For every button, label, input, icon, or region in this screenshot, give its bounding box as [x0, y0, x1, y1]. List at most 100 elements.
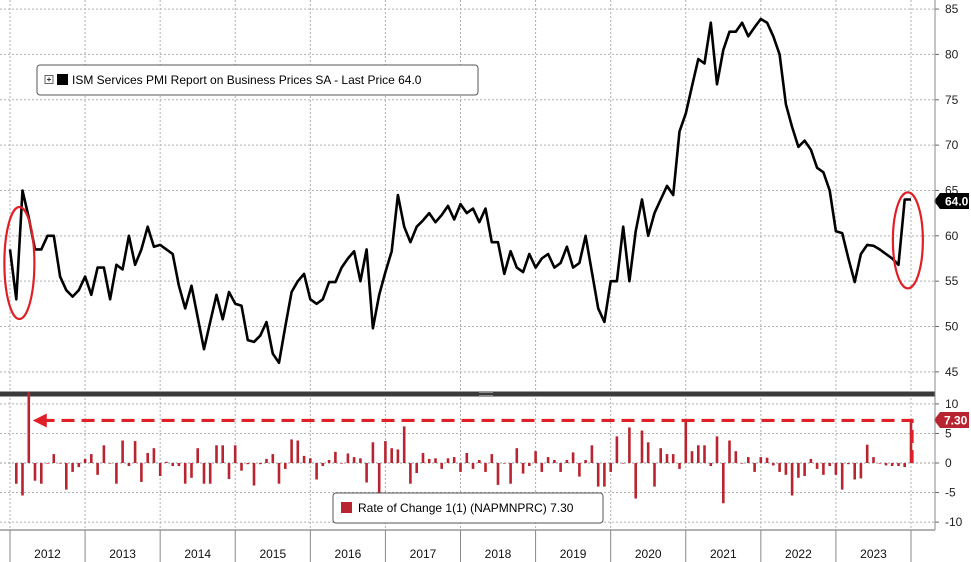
- roc-bar: [540, 463, 544, 472]
- bottom-legend-box: [332, 492, 604, 524]
- roc-bar: [822, 463, 825, 475]
- roc-bar: [728, 440, 731, 463]
- bottom-y-tick-label: 0: [945, 456, 952, 470]
- bottom-y-tick-label: 10: [945, 397, 959, 411]
- annotation-ellipse-latest: [891, 191, 924, 290]
- roc-bar: [628, 427, 631, 463]
- roc-bar: [859, 463, 863, 479]
- roc-bar: [634, 463, 637, 499]
- annotation-ellipse-2012: [3, 205, 36, 321]
- roc-bar: [452, 457, 456, 463]
- roc-bar: [853, 463, 856, 480]
- roc-bar: [183, 463, 187, 484]
- roc-bar: [446, 458, 450, 463]
- roc-bar: [158, 463, 162, 476]
- roc-bar: [671, 454, 675, 463]
- roc-bar: [302, 455, 306, 463]
- roc-bar: [221, 445, 224, 463]
- roc-bar: [215, 445, 218, 463]
- top-panel-annotations: [3, 191, 924, 321]
- top-last-value-badge: 64.0: [934, 193, 969, 209]
- roc-bar: [828, 463, 831, 466]
- roc-bar: [196, 448, 199, 463]
- roc-bar: [784, 463, 788, 475]
- roc-bar: [621, 463, 625, 464]
- bottom-legend-swatch: [341, 502, 352, 513]
- bottom-legend: Rate of Change 1(1) (NAPMNPRC) 7.30: [332, 492, 604, 524]
- roc-bar: [665, 454, 669, 463]
- roc-bar: [440, 463, 443, 469]
- roc-bar: [509, 463, 512, 484]
- roc-bar: [490, 454, 494, 463]
- roc-bar: [546, 457, 550, 463]
- roc-bar: [815, 463, 819, 469]
- roc-bar: [377, 463, 381, 515]
- roc-bar: [352, 457, 356, 463]
- top-y-tick-label: 55: [945, 274, 959, 288]
- roc-bar: [415, 463, 418, 473]
- roc-bar: [402, 426, 406, 463]
- roc-bar: [296, 440, 300, 463]
- roc-bar: [271, 454, 275, 463]
- roc-bar: [740, 463, 744, 464]
- roc-bar: [865, 444, 869, 463]
- roc-bar: [115, 463, 118, 484]
- roc-bar: [340, 463, 343, 464]
- roc-bar: [321, 463, 325, 466]
- roc-bar: [715, 436, 719, 463]
- separator-handle-icon[interactable]: [479, 392, 493, 396]
- top-y-tick-label: 75: [945, 93, 959, 107]
- roc-bar: [890, 463, 894, 466]
- bottom-panel-annotations: [32, 413, 914, 463]
- roc-bar: [534, 451, 537, 463]
- roc-bar: [127, 463, 131, 466]
- x-tick-label: 2012: [34, 547, 61, 561]
- roc-bar: [578, 463, 581, 477]
- roc-bar: [503, 463, 506, 464]
- bottom-panel-y-axis: -10 -5 0 5 10: [935, 397, 963, 529]
- roc-bar: [259, 463, 262, 465]
- roc-bar: [15, 463, 18, 484]
- roc-bar: [603, 463, 606, 487]
- roc-bar: [565, 460, 569, 463]
- top-y-tick-label: 80: [945, 47, 959, 61]
- roc-bar: [371, 442, 375, 463]
- roc-bar: [759, 457, 763, 463]
- roc-bar: [653, 463, 656, 487]
- roc-bar: [108, 463, 112, 464]
- roc-bar: [640, 430, 644, 463]
- annotation-arrowhead-icon: [32, 413, 47, 428]
- roc-bar: [834, 463, 838, 475]
- roc-bar: [190, 463, 193, 478]
- roc-bar: [609, 463, 612, 472]
- x-axis: 2012 2013 2014 2015 2016 2017 2018 2019 2020 2021…: [9, 530, 912, 562]
- roc-bar: [171, 463, 174, 466]
- expand-box-icon[interactable]: [44, 75, 54, 84]
- roc-bar: [208, 463, 212, 484]
- roc-bar: [421, 453, 425, 463]
- roc-bar: [177, 463, 181, 466]
- roc-bar: [409, 463, 412, 484]
- roc-bar: [327, 460, 331, 463]
- top-legend-label: ISM Services PMI Report on Business Pric…: [72, 73, 422, 87]
- roc-bar: [571, 452, 575, 463]
- annotation-dashed-arrow: [44, 418, 914, 463]
- roc-bar: [878, 463, 881, 464]
- bottom-y-tick-label: 5: [945, 426, 952, 440]
- x-tick-label: 2015: [259, 547, 286, 561]
- roc-bar: [152, 448, 156, 463]
- top-y-tick-label: 45: [945, 365, 959, 379]
- x-tick-label: 2022: [785, 547, 812, 561]
- rate-of-change-bars: [15, 392, 913, 515]
- x-tick-label: 2013: [109, 547, 136, 561]
- roc-bar: [615, 436, 619, 463]
- roc-bar: [58, 463, 62, 464]
- roc-bar: [240, 463, 243, 471]
- roc-bar: [227, 463, 231, 479]
- roc-bar: [21, 463, 24, 496]
- roc-bar: [678, 463, 681, 469]
- roc-bar: [90, 454, 93, 463]
- roc-bar: [315, 463, 318, 480]
- roc-bar: [77, 463, 81, 468]
- top-y-tick-label: 50: [945, 320, 959, 334]
